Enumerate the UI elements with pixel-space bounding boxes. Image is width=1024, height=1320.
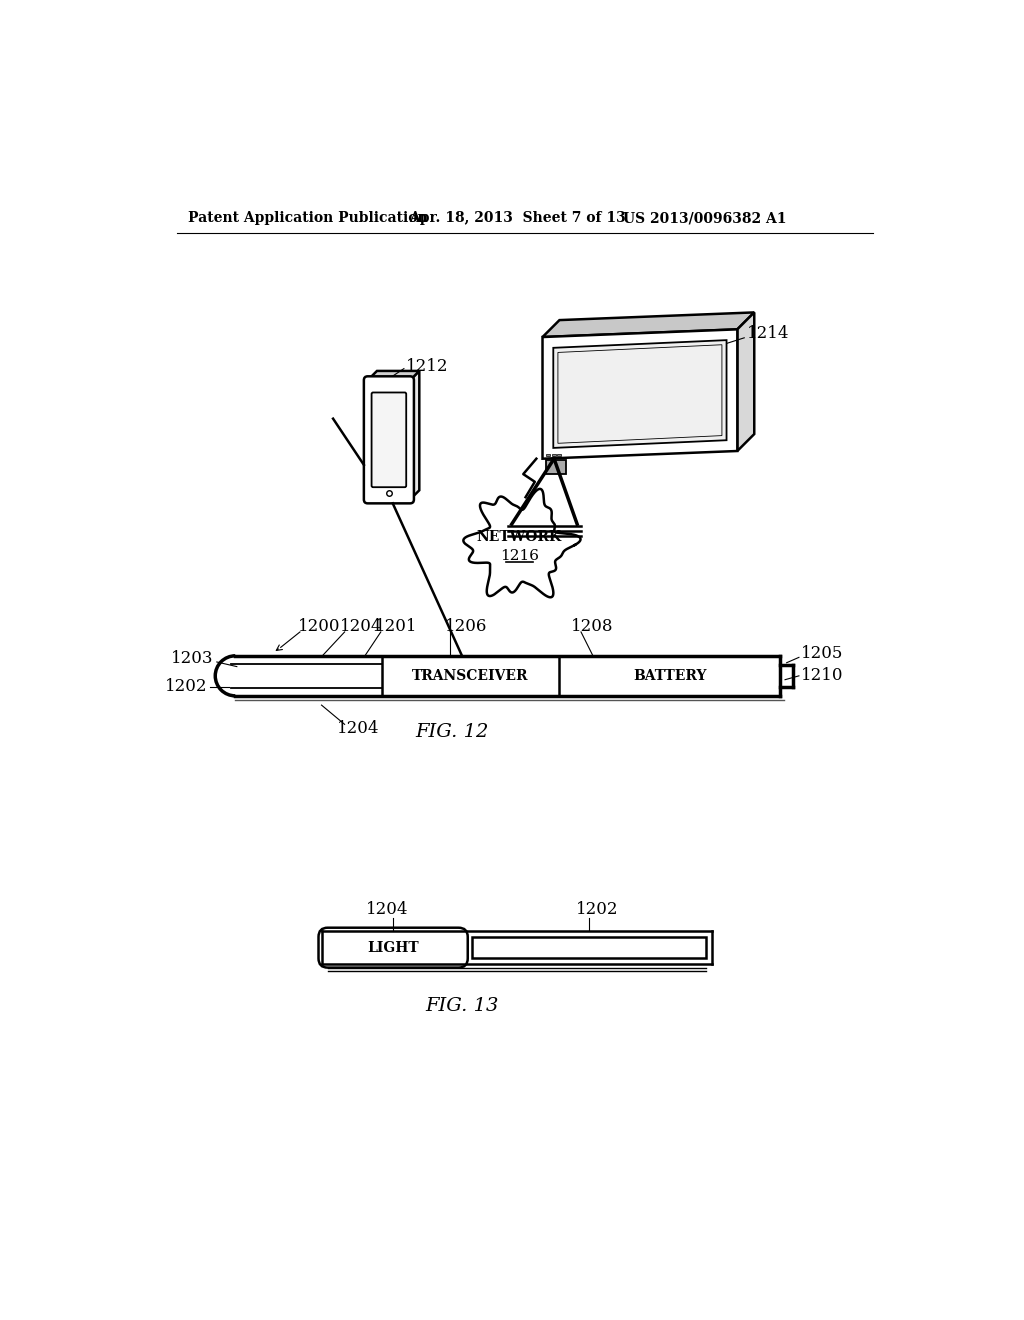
Text: FIG. 12: FIG. 12 (416, 723, 489, 741)
Polygon shape (737, 313, 755, 451)
Text: Apr. 18, 2013  Sheet 7 of 13: Apr. 18, 2013 Sheet 7 of 13 (410, 211, 626, 226)
Text: 1203: 1203 (171, 651, 214, 668)
Bar (472, 937, 706, 958)
Text: 1210: 1210 (801, 668, 843, 684)
Text: 1202: 1202 (165, 678, 208, 696)
Text: TRANSCEIVER: TRANSCEIVER (412, 669, 528, 682)
Text: 1200: 1200 (298, 618, 341, 635)
Text: 1214: 1214 (746, 326, 790, 342)
Text: 1201: 1201 (376, 618, 418, 635)
Polygon shape (553, 341, 727, 447)
Text: 1206: 1206 (444, 618, 487, 635)
Text: BATTERY: BATTERY (633, 669, 707, 682)
Polygon shape (543, 313, 755, 337)
Bar (557, 454, 561, 457)
FancyBboxPatch shape (364, 376, 414, 503)
Text: 1202: 1202 (575, 902, 618, 919)
Polygon shape (368, 371, 419, 380)
Polygon shape (410, 371, 419, 499)
Polygon shape (543, 330, 737, 459)
Bar (547, 454, 550, 457)
FancyBboxPatch shape (318, 928, 468, 968)
Text: 1204: 1204 (337, 719, 380, 737)
Text: 1212: 1212 (407, 358, 449, 375)
Text: LIGHT: LIGHT (368, 941, 419, 954)
Text: 1205: 1205 (801, 645, 843, 663)
Text: 1204: 1204 (340, 618, 383, 635)
Text: FIG. 13: FIG. 13 (425, 997, 499, 1015)
Text: Patent Application Publication: Patent Application Publication (188, 211, 428, 226)
Bar (547, 461, 565, 474)
Bar (552, 454, 556, 457)
FancyBboxPatch shape (372, 392, 407, 487)
Text: US 2013/0096382 A1: US 2013/0096382 A1 (624, 211, 786, 226)
Text: 1204: 1204 (366, 902, 409, 919)
Text: 1216: 1216 (500, 549, 539, 562)
Text: 1208: 1208 (571, 618, 613, 635)
Text: NETWORK: NETWORK (477, 531, 562, 544)
